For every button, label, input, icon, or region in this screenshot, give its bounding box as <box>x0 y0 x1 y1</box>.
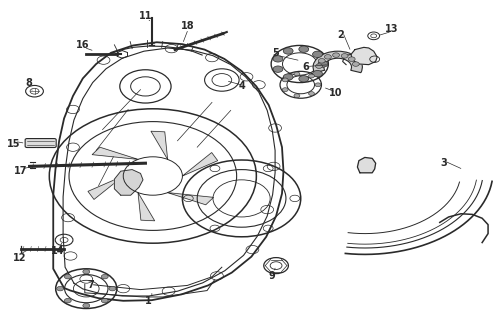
Circle shape <box>294 94 300 98</box>
Wedge shape <box>313 51 362 73</box>
Circle shape <box>283 48 293 54</box>
Polygon shape <box>114 170 143 195</box>
Circle shape <box>309 92 315 95</box>
Text: 1: 1 <box>144 296 151 307</box>
Circle shape <box>299 46 309 52</box>
Circle shape <box>309 74 315 78</box>
Polygon shape <box>357 157 376 173</box>
Circle shape <box>333 53 340 57</box>
Circle shape <box>318 61 328 67</box>
Circle shape <box>299 76 309 82</box>
Polygon shape <box>88 176 123 199</box>
Circle shape <box>313 51 322 58</box>
Polygon shape <box>138 193 155 221</box>
Text: 3: 3 <box>440 158 447 168</box>
Polygon shape <box>92 147 138 159</box>
Circle shape <box>313 70 322 77</box>
Circle shape <box>273 56 283 62</box>
FancyBboxPatch shape <box>25 139 56 148</box>
Circle shape <box>101 298 108 303</box>
Text: 12: 12 <box>13 252 27 263</box>
Text: 10: 10 <box>328 88 342 98</box>
Circle shape <box>65 275 71 279</box>
Text: 11: 11 <box>139 11 152 21</box>
Circle shape <box>109 286 116 291</box>
Circle shape <box>101 275 108 279</box>
Circle shape <box>57 286 64 291</box>
Text: 8: 8 <box>25 78 32 88</box>
Circle shape <box>83 269 90 274</box>
Text: 2: 2 <box>337 30 344 40</box>
Circle shape <box>83 303 90 308</box>
Circle shape <box>282 88 288 92</box>
Circle shape <box>294 72 300 76</box>
Text: 9: 9 <box>269 271 276 281</box>
Polygon shape <box>182 153 218 176</box>
Polygon shape <box>351 47 377 65</box>
Circle shape <box>341 54 348 58</box>
Text: 17: 17 <box>14 166 28 176</box>
Text: 18: 18 <box>180 21 194 31</box>
Text: 5: 5 <box>273 48 280 58</box>
Circle shape <box>65 298 71 303</box>
Circle shape <box>352 62 359 66</box>
Text: 6: 6 <box>302 62 309 72</box>
Circle shape <box>283 74 293 80</box>
Text: 16: 16 <box>76 40 90 50</box>
Circle shape <box>316 64 322 68</box>
Polygon shape <box>151 131 168 159</box>
Circle shape <box>324 55 331 59</box>
Text: 4: 4 <box>238 81 245 92</box>
Circle shape <box>273 66 283 72</box>
Text: 14: 14 <box>51 246 65 256</box>
Circle shape <box>348 57 355 61</box>
Text: 15: 15 <box>7 139 21 149</box>
Circle shape <box>318 59 325 63</box>
Circle shape <box>282 78 288 82</box>
Text: 13: 13 <box>385 24 399 34</box>
Text: 7: 7 <box>88 280 95 290</box>
Polygon shape <box>168 193 213 205</box>
Circle shape <box>315 83 321 87</box>
